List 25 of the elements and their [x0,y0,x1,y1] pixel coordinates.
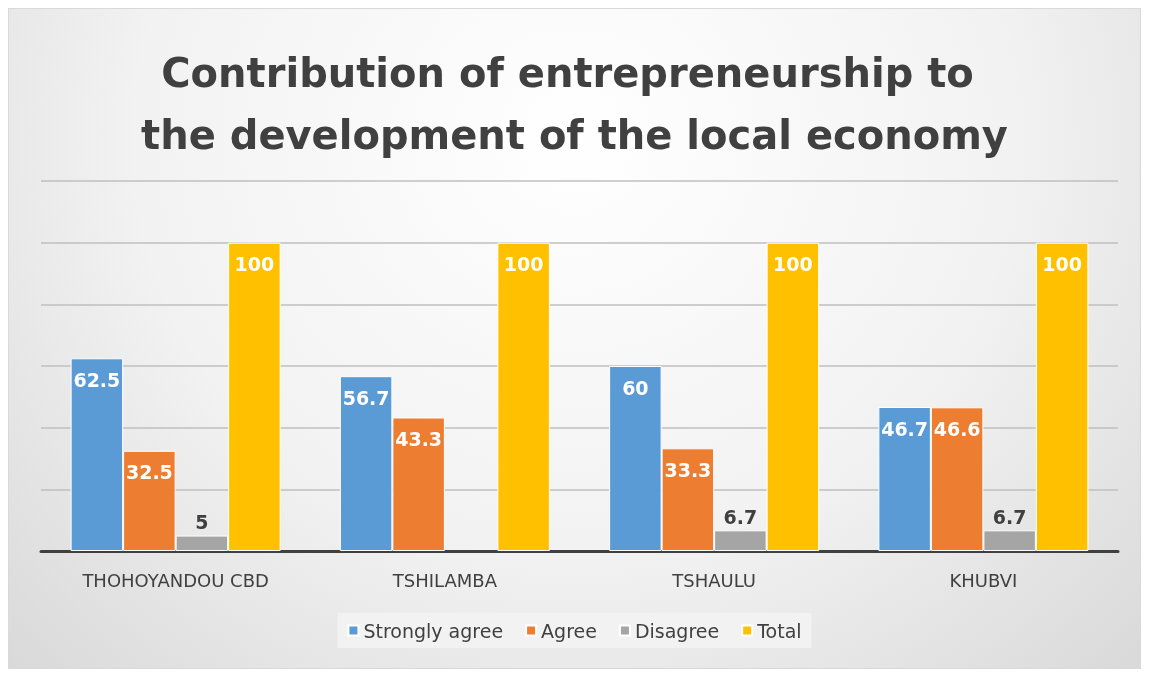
data-label: 100 [773,253,813,276]
data-label: 5 [195,511,209,534]
x-tick-label: TSHILAMBA [391,569,498,591]
data-label: 62.5 [73,368,121,391]
data-label: 60 [622,376,649,399]
data-label: 6.7 [992,505,1027,528]
data-label: 46.6 [933,417,981,440]
chart-title: Contribution of entrepreneurship to the development of the local economy [141,50,1008,158]
legend-label: Disagree [634,619,720,642]
data-label: 46.7 [881,417,929,440]
data-label: 33.3 [664,458,712,481]
legend-label: Agree [541,619,597,642]
bar [497,242,550,551]
data-label: 100 [234,253,275,276]
data-label: 100 [503,253,544,276]
data-label: 100 [1042,253,1082,276]
legend-label: Strongly agree [363,619,504,642]
data-label: 6.7 [723,505,758,528]
x-tick-label: TSHAULU [671,569,757,591]
x-tick-label: THOHOYANDOU CBD [81,569,269,591]
data-label: 56.7 [342,386,390,409]
data-label: 43.3 [395,427,443,450]
legend-label: Total [756,619,802,642]
x-tick-label: KHUBVI [949,569,1018,591]
data-label: 32.5 [125,461,173,484]
